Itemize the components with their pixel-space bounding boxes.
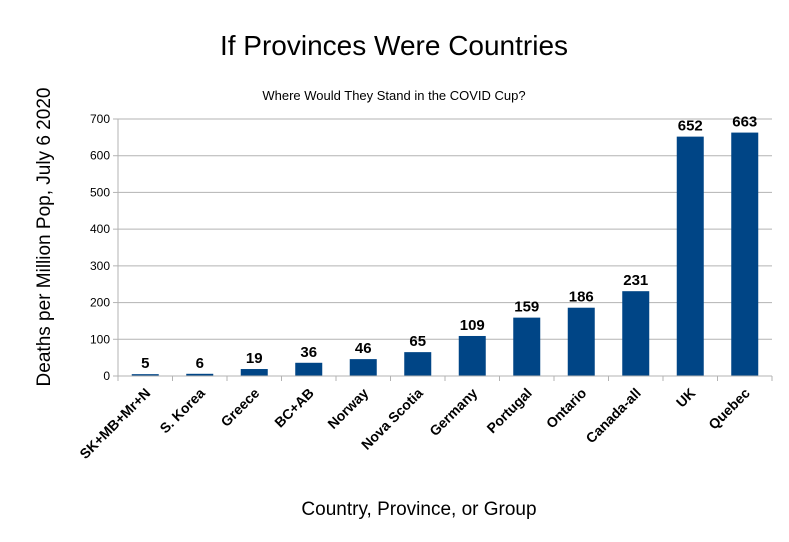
y-tick-label: 500	[90, 185, 110, 199]
data-label: 65	[409, 333, 426, 350]
data-label: 19	[246, 350, 263, 367]
bar	[186, 373, 214, 376]
data-label: 6	[196, 355, 204, 372]
y-axis-label: Deaths per Million Pop, July 6 2020	[34, 88, 55, 387]
y-tick-label: 100	[90, 332, 110, 346]
data-label: 46	[355, 340, 372, 357]
data-label: 36	[300, 344, 317, 361]
gridlines	[113, 118, 773, 381]
bar	[404, 352, 432, 376]
bar	[567, 307, 595, 376]
bar	[349, 359, 377, 376]
y-tick-label: 400	[90, 222, 110, 236]
category-label: Canada-all	[582, 385, 643, 446]
category-label: UK	[673, 385, 699, 411]
data-labels: 5 6 19 36 46 65 109 159 186 231 652 663	[141, 114, 757, 373]
data-label: 159	[514, 299, 539, 316]
y-tick-label: 300	[90, 259, 110, 273]
chart-title: If Provinces Were Countries	[220, 30, 568, 61]
category-label: BC+AB	[271, 385, 317, 431]
category-label: Greece	[217, 385, 262, 430]
category-label: Portugal	[483, 385, 534, 436]
y-tick-labels: 0 100 200 300 400 500 600 700	[90, 112, 110, 383]
y-tick-label: 200	[90, 296, 110, 310]
category-label: Ontario	[543, 385, 590, 432]
category-label: Quebec	[705, 385, 753, 433]
bar	[295, 362, 323, 376]
bar	[622, 291, 650, 376]
chart-subtitle: Where Would They Stand in the COVID Cup?	[262, 88, 525, 103]
y-tick-label: 600	[90, 149, 110, 163]
category-label: S. Korea	[156, 385, 208, 437]
category-label: Norway	[324, 385, 371, 432]
bar	[513, 317, 541, 376]
data-label: 5	[141, 355, 149, 372]
category-label: Germany	[426, 385, 480, 439]
bar	[458, 335, 486, 376]
data-label: 186	[569, 289, 594, 306]
category-labels: SK+MB+Mr+N S. Korea Greece BC+AB NorwayNova …	[76, 385, 753, 462]
bar	[240, 369, 268, 376]
data-label: 231	[623, 272, 648, 289]
data-label: 652	[678, 118, 703, 135]
x-axis-label: Country, Province, or Group	[301, 499, 536, 520]
data-label: 663	[732, 114, 757, 131]
bars	[131, 132, 759, 376]
bar	[676, 136, 704, 376]
bar	[131, 374, 159, 376]
bar	[731, 132, 759, 376]
data-label: 109	[460, 317, 485, 334]
y-tick-label: 0	[103, 369, 110, 383]
y-tick-label: 700	[90, 112, 110, 126]
category-label: SK+MB+Mr+N	[76, 385, 153, 462]
